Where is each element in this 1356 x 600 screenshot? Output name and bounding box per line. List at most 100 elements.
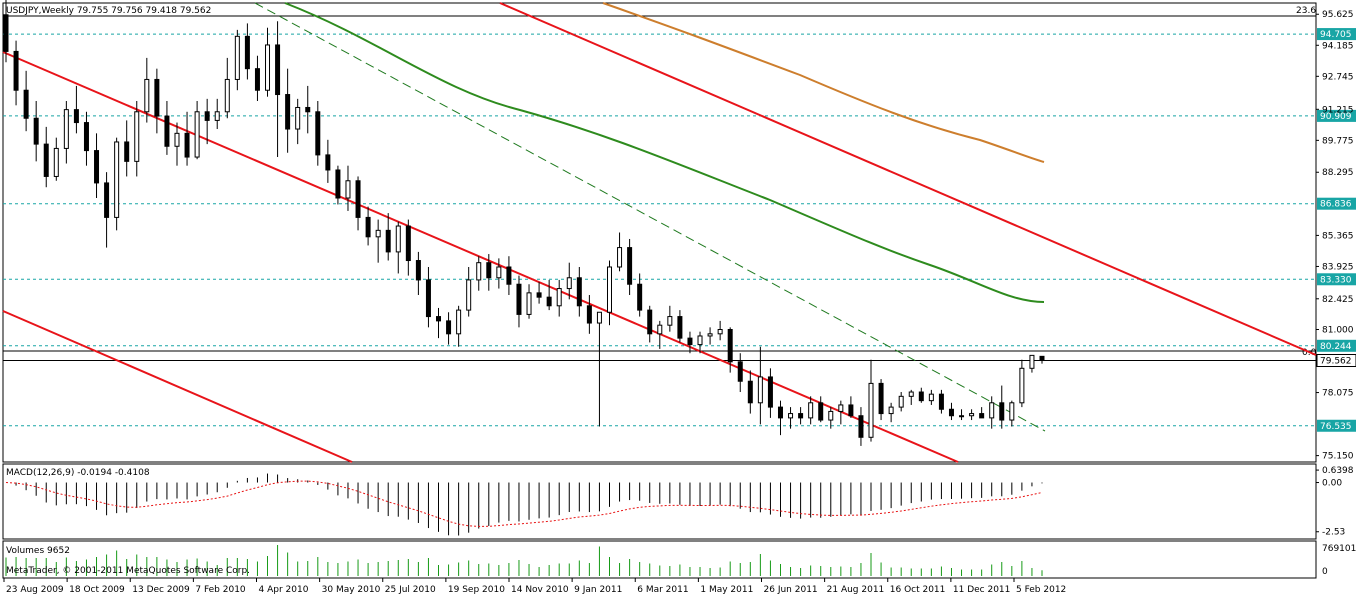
macd-tick-label: 0.6398 [1322,466,1354,476]
candle-body [254,68,260,91]
candle-body [828,410,834,421]
candle-body [798,413,804,419]
candle-body [556,288,562,307]
candle-body [959,415,965,418]
candle-body [526,292,532,315]
candle-body [3,14,9,52]
time-tick-label: 16 Oct 2011 [890,585,946,595]
time-tick-label: 19 Sep 2010 [448,585,505,595]
time-tick-label: 5 Feb 2012 [1016,585,1066,595]
candle-body [466,279,472,311]
candle-body [23,89,29,119]
candle-body [788,413,794,419]
candle-body [687,337,693,346]
candle-body [757,376,763,404]
channel-line-bottom [2,310,353,463]
level-label-box [1317,339,1356,352]
copyright-text: MetaTrader, © 2001-2011 MetaQuotes Softw… [6,566,250,576]
candle-body [73,109,79,124]
level-label-box [1317,109,1356,122]
price-tick-label: 95.625 [1322,10,1354,20]
level-label-box [1317,419,1356,432]
candle-body [134,111,140,162]
candle-body [375,229,381,238]
candle-body [1029,354,1035,369]
candle-body [194,111,200,158]
candle-body [969,413,975,417]
candle-body [938,393,944,410]
candle-body [446,320,452,335]
candle-body [667,316,673,326]
candle-body [124,141,130,162]
candle-body [908,391,914,397]
candle-body [144,78,150,113]
time-tick-label: 23 Aug 2009 [6,585,64,595]
time-tick-label: 18 Oct 2009 [69,585,125,595]
current-price-box [1316,354,1356,368]
candle-body [154,78,160,117]
level-label-box [1317,197,1356,210]
trend-line-dashed [254,2,1046,432]
candle-body [818,402,824,421]
candle-body [275,44,281,96]
candle-body [989,402,995,419]
candle-body [566,277,572,290]
price-panel-frame [2,2,1317,463]
candle-body [415,260,421,281]
candle-body [94,150,100,184]
candle-body [576,277,582,307]
time-tick-label: 9 Jan 2011 [574,585,622,595]
candlesticks [3,0,1045,446]
time-tick-label: 7 Feb 2010 [195,585,246,595]
candle-body [436,316,442,322]
candle-body [717,329,723,335]
price-tick-label: 78.075 [1322,389,1354,399]
candle-body [606,266,612,313]
level-label: 80.244 [1320,342,1352,352]
candle-body [898,395,904,408]
candle-body [285,94,291,130]
candle-body [617,247,623,268]
macd-tick-label: 0.00 [1322,479,1342,489]
candle-body [657,324,663,335]
candle-body [948,408,954,417]
time-tick-label: 21 Aug 2011 [827,585,885,595]
macd-tick-label: -2.53 [1322,528,1345,538]
candle-body [295,106,301,130]
time-tick-label: 11 Dec 2011 [953,585,1011,595]
channel-line-lower [2,51,959,463]
candle-body [214,111,220,121]
level-label: 76.535 [1320,422,1352,432]
volume-panel-frame [2,540,1317,579]
candle-body [999,402,1005,421]
time-tick-label: 4 Apr 2010 [259,585,309,595]
candle-body [43,143,49,177]
macd-signal-line [5,480,1043,527]
candle-body [506,266,512,285]
time-tick-label: 6 Mar 2011 [637,585,688,595]
candle-body [456,309,462,335]
price-tick-label: 75.150 [1322,452,1354,462]
candle-body [425,279,431,318]
candle-body [385,229,391,253]
candle-body [224,78,230,113]
candle-body [647,309,653,335]
candle-body [496,266,502,279]
time-tick-label: 14 Nov 2010 [511,585,569,595]
price-tick-label: 89.775 [1322,136,1354,146]
candle-body [737,361,743,382]
candle-body [1009,402,1015,421]
candle-body [808,402,814,419]
candle-body [83,122,89,152]
candle-body [244,35,250,70]
candle-body [586,305,592,324]
candle-body [234,35,240,80]
candle-body [486,262,492,279]
macd-axis: 0.6398 0.00 -2.53 [1316,466,1354,538]
candle-body [325,154,331,171]
volume-tick-label: 769101 [1322,544,1356,554]
candle-body [305,106,311,113]
candle-body [727,329,733,363]
